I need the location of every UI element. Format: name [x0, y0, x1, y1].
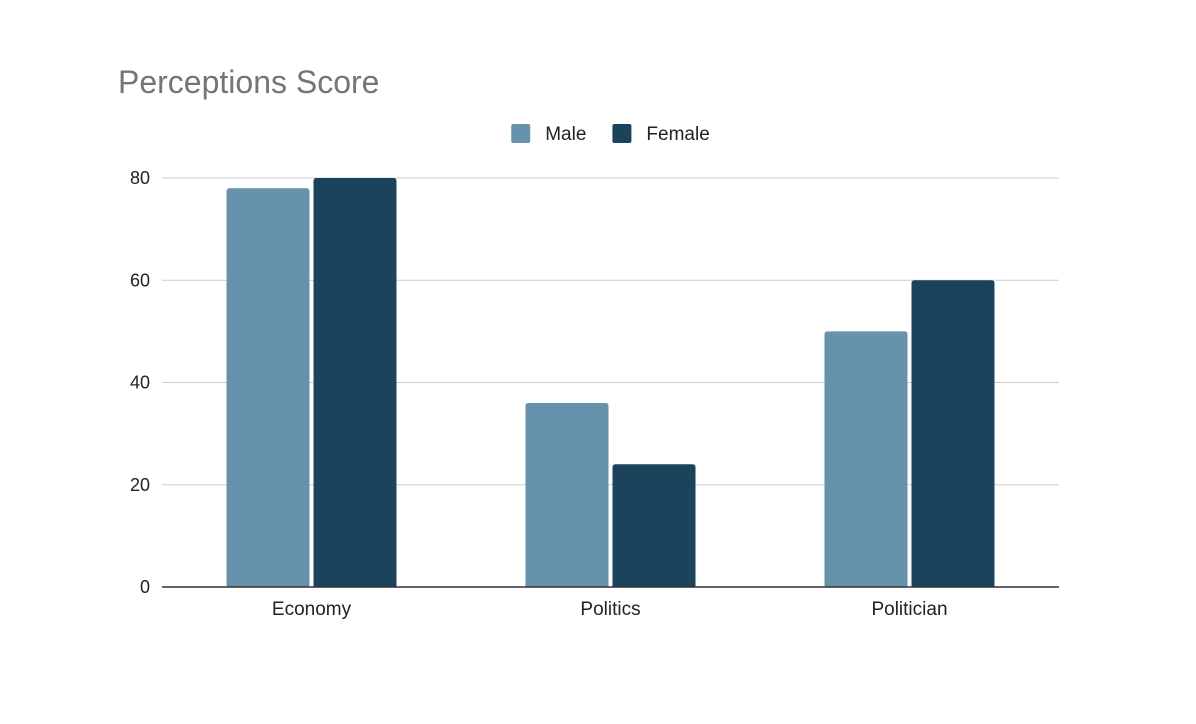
legend-swatch-female — [612, 124, 632, 143]
y-tick-label: 60 — [130, 270, 150, 290]
bar-male-economy — [226, 188, 310, 587]
legend-label-female: Female — [646, 124, 709, 145]
legend-swatch-male — [511, 124, 531, 143]
y-tick-label: 80 — [130, 168, 150, 188]
legend-label-male: Male — [545, 124, 586, 145]
x-tick-label: Politician — [871, 599, 947, 620]
x-tick-label: Economy — [272, 599, 352, 620]
gridlines — [162, 177, 1059, 486]
bar-male-politician — [824, 331, 908, 587]
bars — [226, 178, 995, 587]
chart-title: Perceptions Score — [118, 64, 379, 100]
bar-female-politician — [911, 280, 995, 587]
y-tick-label: 0 — [140, 577, 150, 597]
bar-female-economy — [313, 178, 397, 587]
x-tick-label: Politics — [580, 599, 640, 620]
bar-female-politics — [612, 464, 696, 587]
x-axis: Economy Politics Politician — [162, 586, 1059, 620]
y-tick-label: 40 — [130, 373, 150, 393]
y-tick-label: 20 — [130, 475, 150, 495]
legend: Male Female — [511, 124, 710, 145]
y-axis-ticks: 0 20 40 60 80 — [130, 168, 150, 597]
bar-male-politics — [525, 402, 609, 587]
